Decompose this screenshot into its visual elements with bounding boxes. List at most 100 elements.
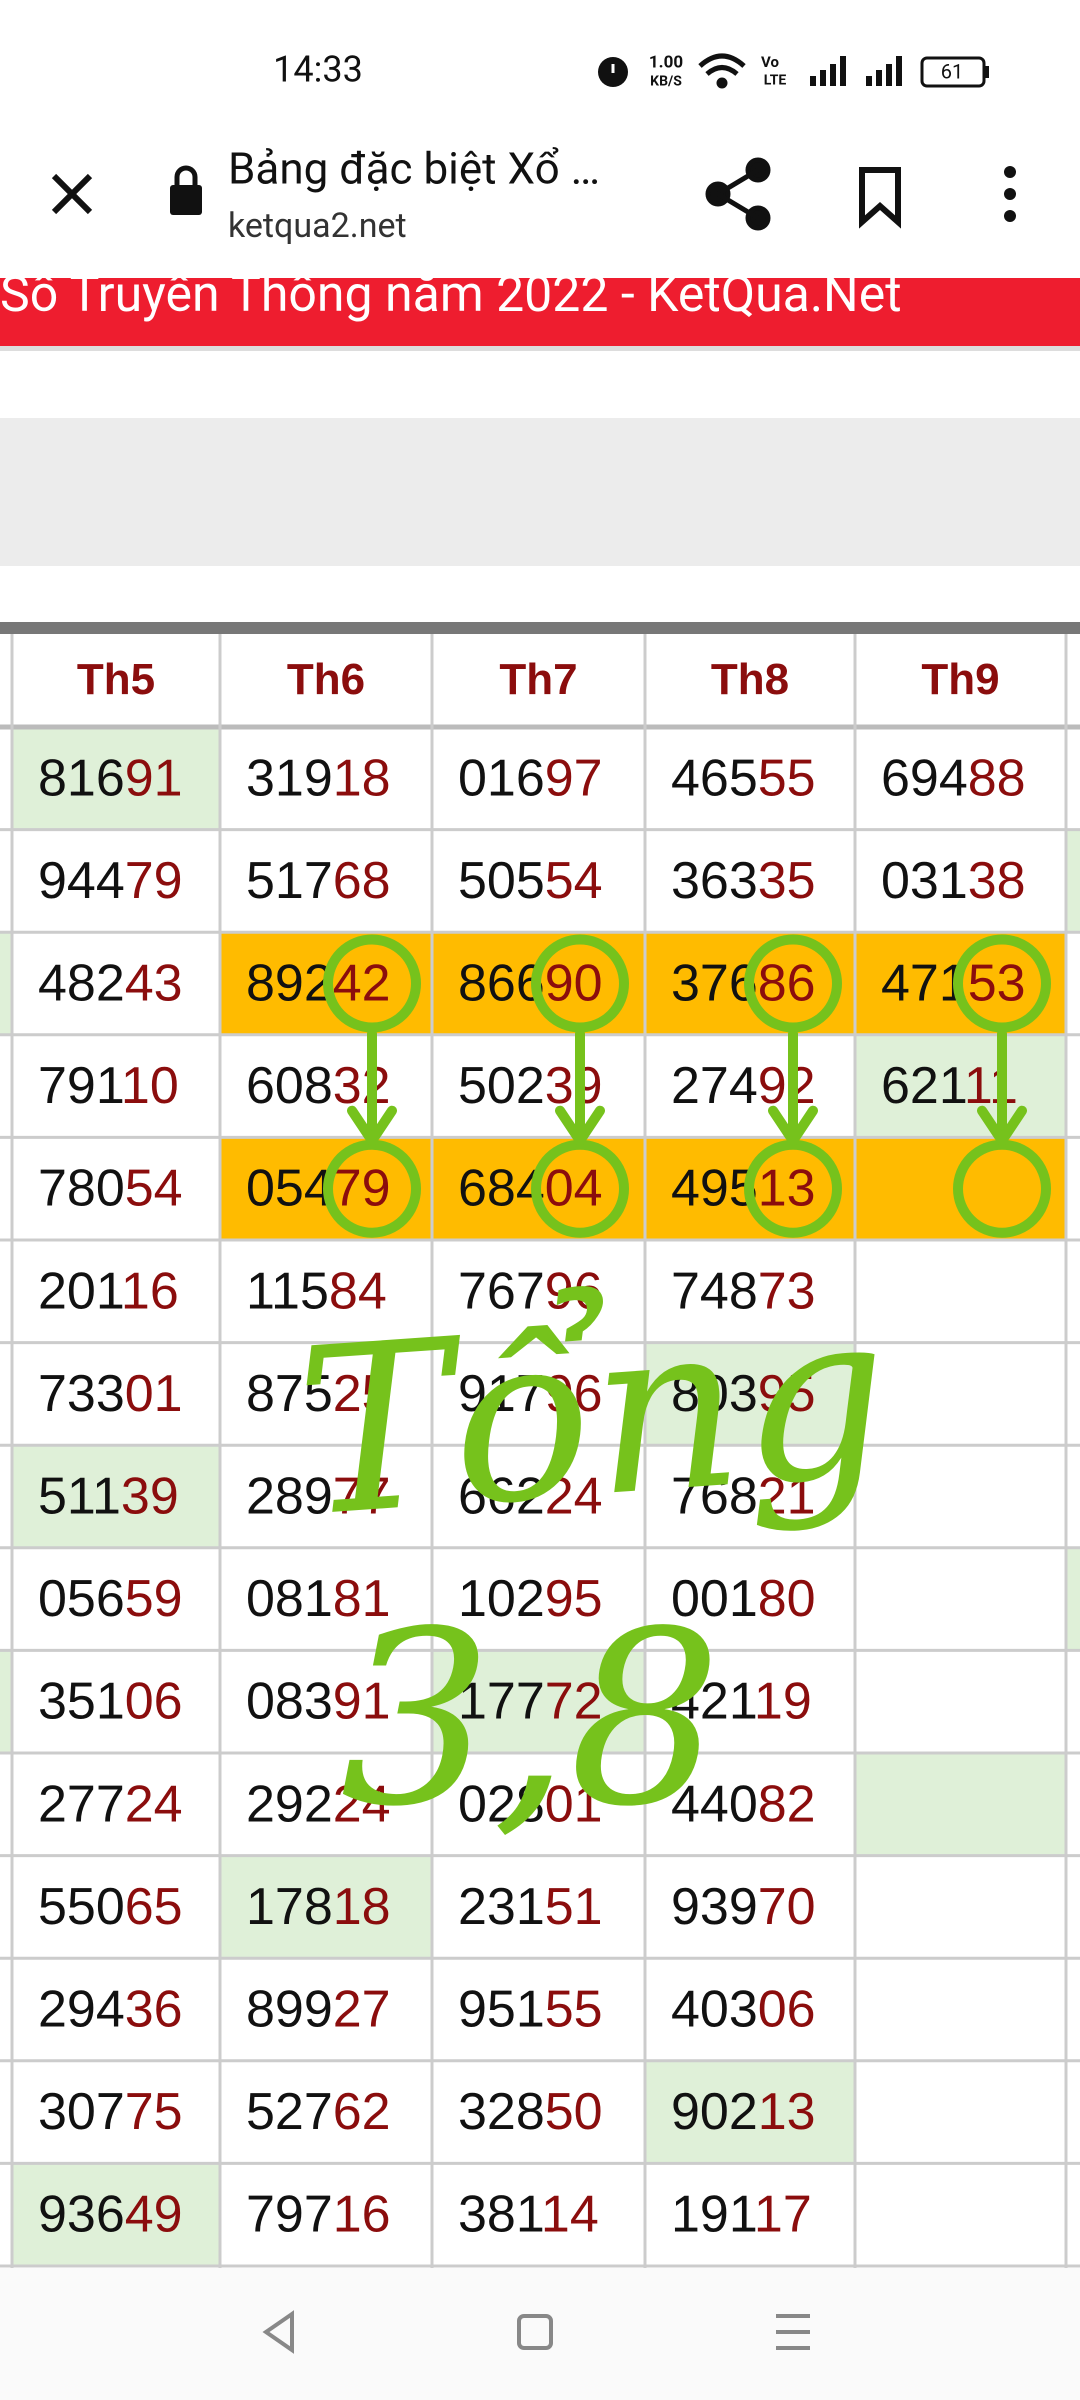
number-tail: 62 [333,2083,391,2141]
result-number: 44082 [671,1775,816,1833]
cell-bg [645,2060,855,2164]
battery-level: 61 [941,59,963,83]
number-tail: 39 [121,1467,179,1525]
number-head: 031 [881,852,968,910]
result-number: 29436 [38,1980,183,2038]
number-head: 951 [458,1980,545,2038]
number-tail: 65 [125,1878,183,1936]
number-head: 115 [246,1262,329,1320]
ink-circle [531,934,629,1033]
ink-circle [953,934,1051,1033]
table-top-border [0,622,1080,634]
number-tail: 79 [125,852,183,910]
number-head: 917 [458,1365,545,1423]
number-head: 178 [246,1878,333,1936]
number-tail: 11 [964,1057,1018,1115]
number-head: 102 [458,1570,545,1628]
ink-digits: 3,8 [340,1579,722,1859]
result-number: 00180 [671,1570,816,1628]
number-tail: 88 [968,749,1026,807]
ink-circle [323,934,421,1033]
number-head: 816 [38,749,125,807]
number-head: 684 [458,1159,545,1217]
result-number: 35106 [38,1672,183,1730]
volte-top: Vo [761,53,779,71]
result-number: 89242 [246,954,391,1012]
column-header: Th8 [711,655,789,704]
number-head: 733 [38,1365,125,1423]
number-head: 791 [38,1057,123,1115]
close-button[interactable] [51,173,93,215]
result-number: 49513 [671,1159,816,1217]
number-head: 294 [38,1980,125,2038]
cell-bg [855,1034,1066,1138]
bookmark-button[interactable] [859,167,901,229]
number-tail: 53 [968,954,1026,1012]
alarm-icon [598,57,628,87]
recents-button[interactable] [776,2314,810,2350]
result-number: 08181 [246,1570,391,1628]
result-number: 94479 [38,852,183,910]
volte-bottom: LTE [764,73,787,89]
number-tail: 13 [758,1159,816,1217]
number-head: 054 [246,1159,333,1217]
column-header: Th5 [77,655,155,704]
menu-button[interactable] [1004,166,1016,222]
number-head: 550 [38,1878,125,1936]
number-head: 768 [671,1467,758,1525]
result-number: 36335 [671,852,816,910]
number-tail: 55 [758,749,816,807]
result-number: 50554 [458,852,603,910]
number-head: 083 [246,1672,333,1730]
page-title: Bảng đặc biệt Xổ … [228,143,600,195]
number-tail: 95 [545,1570,603,1628]
result-number: 08391 [246,1672,391,1730]
number-head: 748 [671,1262,758,1320]
number-tail: 96 [545,1262,603,1320]
number-head: 527 [246,2083,333,2141]
wifi-icon [698,53,746,89]
number-head: 363 [671,852,758,910]
number-head: 866 [458,954,545,1012]
number-tail: 16 [121,1262,179,1320]
number-head: 319 [246,749,333,807]
number-tail: 39 [545,1057,603,1115]
number-tail: 77 [333,1467,391,1525]
number-head: 502 [458,1057,545,1115]
number-tail: 10 [121,1057,179,1115]
number-tail: 97 [545,749,603,807]
page-url: ketqua2.net [228,206,407,246]
number-tail: 18 [333,1878,391,1936]
share-button[interactable] [705,157,771,231]
clock: 14:33 [273,49,363,91]
number-head: 694 [881,749,968,807]
number-tail: 54 [545,852,603,910]
number-tail: 59 [125,1570,183,1628]
number-head: 803 [671,1365,758,1423]
number-head: 307 [38,2083,125,2141]
number-tail: 32 [333,1057,391,1115]
number-tail: 86 [758,954,816,1012]
back-button[interactable] [262,2310,294,2354]
number-head: 001 [671,1570,758,1628]
column-header: Th6 [287,655,365,704]
cell-bg [645,1342,855,1446]
result-number: 62111 [881,1057,1018,1115]
home-button[interactable] [517,2314,553,2350]
banner-text: Số Truyền Thống năm 2022 - KetQua.Net [0,266,902,324]
number-head: 274 [671,1057,758,1115]
number-tail: 27 [333,1980,391,2038]
number-head: 875 [246,1365,333,1423]
number-tail: 24 [125,1775,183,1833]
result-number: 89927 [246,1980,391,2038]
cell-bg [12,2163,220,2266]
battery-icon [920,56,989,88]
ad-placeholder [0,418,1080,566]
result-number: 90213 [671,2083,816,2141]
number-tail: 36 [125,1980,183,2038]
number-tail: 24 [333,1775,391,1833]
number-head: 081 [246,1570,333,1628]
